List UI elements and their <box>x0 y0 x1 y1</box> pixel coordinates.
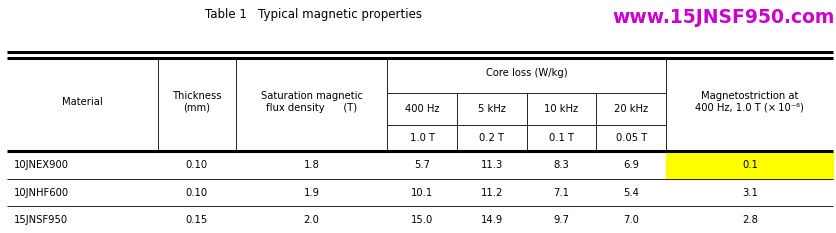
Text: Saturation magnetic
flux density      (T): Saturation magnetic flux density (T) <box>261 91 363 113</box>
Text: 6.9: 6.9 <box>624 160 640 170</box>
Text: 20 kHz: 20 kHz <box>614 104 649 114</box>
Text: 1.0 T: 1.0 T <box>410 133 435 143</box>
Text: 0.1 T: 0.1 T <box>549 133 574 143</box>
Text: www.15JNSF950.com: www.15JNSF950.com <box>612 8 834 27</box>
Text: 11.2: 11.2 <box>481 188 503 198</box>
Text: 5.7: 5.7 <box>414 160 430 170</box>
Text: 11.3: 11.3 <box>481 160 503 170</box>
Text: 0.15: 0.15 <box>186 215 208 225</box>
Text: 10JNHF600: 10JNHF600 <box>13 188 69 198</box>
Text: 1.8: 1.8 <box>303 160 319 170</box>
Text: 14.9: 14.9 <box>481 215 503 225</box>
Text: 2.0: 2.0 <box>303 215 319 225</box>
Text: 15JNSF950: 15JNSF950 <box>13 215 68 225</box>
Text: 0.10: 0.10 <box>186 160 208 170</box>
Text: 5 kHz: 5 kHz <box>478 104 506 114</box>
Text: 2.8: 2.8 <box>742 215 757 225</box>
Text: 10.1: 10.1 <box>410 188 433 198</box>
Text: 0.10: 0.10 <box>186 188 208 198</box>
Text: Magnetostriction at
400 Hz, 1.0 T (× 10⁻⁶): Magnetostriction at 400 Hz, 1.0 T (× 10⁻… <box>696 91 804 113</box>
Text: 10 kHz: 10 kHz <box>544 104 579 114</box>
Text: 10JNEX900: 10JNEX900 <box>13 160 69 170</box>
Text: 15.0: 15.0 <box>410 215 433 225</box>
Text: Material: Material <box>62 97 103 107</box>
Text: 0.05 T: 0.05 T <box>615 133 647 143</box>
Text: Table 1   Typical magnetic properties: Table 1 Typical magnetic properties <box>205 8 422 21</box>
Text: 1.9: 1.9 <box>303 188 319 198</box>
Text: 8.3: 8.3 <box>553 160 569 170</box>
Text: 5.4: 5.4 <box>624 188 640 198</box>
Bar <box>666 151 833 179</box>
Text: 400 Hz: 400 Hz <box>405 104 439 114</box>
Text: 0.1: 0.1 <box>742 160 757 170</box>
Text: 3.1: 3.1 <box>742 188 757 198</box>
Text: 9.7: 9.7 <box>553 215 569 225</box>
Text: Thickness
(mm): Thickness (mm) <box>172 91 222 113</box>
Text: 0.2 T: 0.2 T <box>479 133 504 143</box>
Text: Core loss (W/kg): Core loss (W/kg) <box>486 68 568 78</box>
Text: 7.1: 7.1 <box>553 188 569 198</box>
Text: 7.0: 7.0 <box>624 215 640 225</box>
